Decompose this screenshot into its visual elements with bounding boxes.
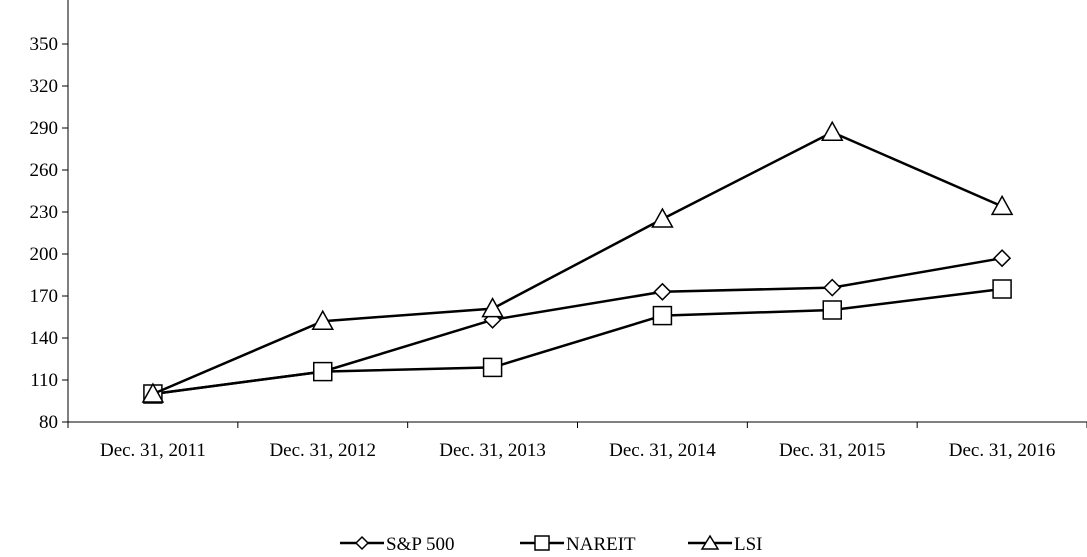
data-point-lsi [311, 309, 335, 330]
legend-marker-s-p-500 [354, 535, 370, 551]
data-point-nareit [482, 357, 503, 378]
data-point-nareit [652, 305, 673, 326]
y-tick-label: 320 [30, 76, 59, 97]
x-axis-ticks: Dec. 31, 2011 Dec. 31, 2012 Dec. 31, 2013 D… [67, 422, 1087, 461]
y-tick-label: 170 [30, 286, 59, 307]
legend-label-nareit: NAREIT [566, 534, 636, 552]
x-tick-label: Dec. 31, 2016 [949, 440, 1056, 461]
data-point-nareit [822, 300, 842, 320]
x-tick-label: Dec. 31, 2015 [779, 440, 886, 461]
data-point-lsi [481, 297, 504, 318]
legend-marker-lsi [700, 534, 720, 550]
y-tick-label: 140 [30, 328, 59, 349]
data-point-lsi [651, 207, 674, 228]
legend: S&P 500 NAREIT LSI [340, 534, 763, 555]
data-point-s-p-500 [993, 249, 1012, 268]
legend-item-s-p-500: S&P 500 [340, 534, 454, 555]
data-point-nareit [992, 279, 1012, 299]
y-tick-label: 260 [30, 160, 59, 181]
x-tick-label: Dec. 31, 2011 [100, 440, 206, 461]
y-tick-label: 290 [30, 118, 59, 139]
axes [67, 0, 1087, 423]
legend-item-lsi: LSI [688, 534, 763, 555]
y-axis-ticks: 80 110 140 170 200 230 260 290 320 350 [30, 34, 68, 433]
data-point-lsi [141, 382, 165, 403]
y-tick-label: 200 [30, 244, 59, 265]
x-tick-label: Dec. 31, 2012 [269, 440, 376, 461]
data-point-lsi [820, 120, 844, 141]
data-point-nareit [313, 361, 333, 382]
legend-item-nareit: NAREIT [520, 534, 636, 555]
y-tick-label: 110 [30, 370, 58, 391]
x-tick-label: Dec. 31, 2014 [609, 440, 716, 461]
x-tick-label: Dec. 31, 2013 [439, 440, 546, 461]
legend-label-s-p-500: S&P 500 [386, 534, 454, 552]
data-point-s-p-500 [653, 282, 672, 301]
legend-label-lsi: LSI [734, 534, 763, 552]
series-s-p-500 [143, 249, 1012, 404]
legend-marker-nareit [534, 535, 550, 551]
data-point-lsi [990, 194, 1014, 216]
y-tick-label: 230 [30, 202, 59, 223]
y-tick-label: 80 [39, 412, 58, 433]
y-tick-label: 350 [30, 34, 59, 55]
data-point-s-p-500 [823, 278, 842, 297]
series-nareit [143, 279, 1012, 404]
series-line-lsi [152, 130, 1003, 396]
series-line-s-p-500 [152, 256, 1003, 396]
series-group [141, 120, 1014, 404]
series-lsi [141, 120, 1014, 403]
series-line-nareit [152, 287, 1003, 396]
